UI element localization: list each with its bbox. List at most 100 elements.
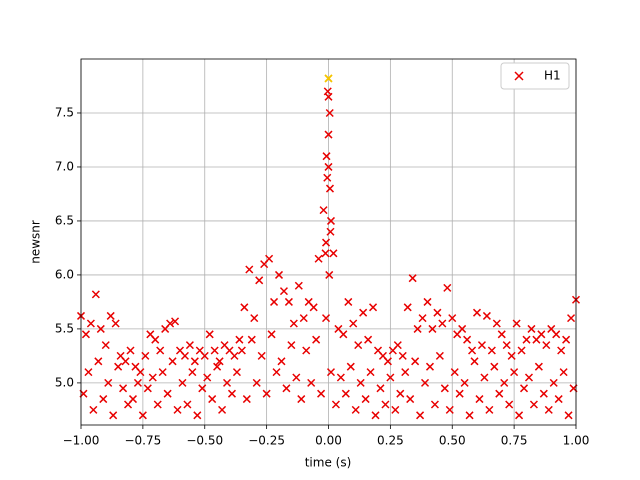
point xyxy=(552,330,561,339)
point xyxy=(200,351,209,360)
point xyxy=(376,384,385,393)
point xyxy=(336,373,345,382)
point xyxy=(502,341,511,350)
point xyxy=(420,378,430,387)
point xyxy=(277,357,286,366)
legend-marker xyxy=(514,71,524,81)
point xyxy=(465,411,474,420)
point xyxy=(527,324,536,333)
x-tick-label: 0.25 xyxy=(377,434,404,448)
point xyxy=(510,368,519,377)
point xyxy=(331,400,340,409)
point xyxy=(91,290,100,299)
point xyxy=(416,411,425,420)
point xyxy=(106,311,115,320)
point xyxy=(250,314,259,323)
point xyxy=(173,405,182,414)
point xyxy=(480,373,489,382)
point xyxy=(309,303,318,312)
point xyxy=(89,405,98,414)
point xyxy=(324,162,333,171)
point xyxy=(500,378,509,387)
point xyxy=(361,395,370,404)
point xyxy=(321,249,330,258)
point xyxy=(492,319,501,328)
legend-label: H1 xyxy=(544,69,561,83)
highlight-point xyxy=(324,74,333,83)
point xyxy=(247,335,256,344)
point xyxy=(381,400,390,409)
point xyxy=(325,270,334,279)
point xyxy=(158,368,167,377)
point xyxy=(428,324,437,333)
point xyxy=(391,405,400,414)
point xyxy=(193,411,202,420)
point xyxy=(101,341,110,350)
point xyxy=(245,265,254,274)
y-tick-label: 5.5 xyxy=(55,321,74,335)
point xyxy=(359,308,368,317)
point xyxy=(557,346,566,355)
point xyxy=(81,330,90,339)
point xyxy=(208,395,217,404)
point xyxy=(279,287,288,296)
point xyxy=(344,297,353,306)
point xyxy=(529,400,538,409)
point xyxy=(460,378,469,387)
point xyxy=(326,227,335,236)
point xyxy=(354,341,363,350)
x-tick-label: 0.00 xyxy=(315,434,342,448)
point xyxy=(567,314,576,323)
point xyxy=(386,373,395,382)
point xyxy=(114,362,123,371)
y-tick-label: 5.0 xyxy=(55,375,74,389)
point xyxy=(408,274,417,283)
x-tick-label: 0.50 xyxy=(439,434,466,448)
point xyxy=(185,341,194,350)
point xyxy=(515,411,524,420)
point xyxy=(537,330,546,339)
point xyxy=(564,411,573,420)
point xyxy=(262,389,271,398)
point xyxy=(312,335,321,344)
point xyxy=(475,395,484,404)
point xyxy=(524,373,534,382)
point xyxy=(151,335,160,344)
point xyxy=(371,411,380,420)
point xyxy=(562,335,571,344)
point xyxy=(180,351,189,360)
x-tick-label: 0.75 xyxy=(501,434,528,448)
point xyxy=(141,351,150,360)
point xyxy=(349,319,358,328)
point xyxy=(109,411,118,420)
point xyxy=(487,346,496,355)
point xyxy=(401,368,410,377)
point xyxy=(450,368,459,377)
point xyxy=(490,362,499,371)
point xyxy=(104,378,113,387)
point xyxy=(369,303,378,312)
point xyxy=(198,384,207,393)
point xyxy=(339,330,348,339)
point xyxy=(396,389,405,398)
y-tick-label: 7.0 xyxy=(55,159,74,173)
point xyxy=(156,346,165,355)
point xyxy=(341,389,350,398)
point xyxy=(324,130,333,139)
point xyxy=(274,270,284,279)
point xyxy=(237,346,246,355)
point xyxy=(252,378,261,387)
point xyxy=(413,324,422,333)
point xyxy=(554,395,563,404)
point xyxy=(364,335,373,344)
point xyxy=(215,357,224,366)
point xyxy=(425,362,435,371)
point xyxy=(485,405,494,414)
point xyxy=(470,357,479,366)
y-tick-label: 6.5 xyxy=(55,213,74,227)
point xyxy=(210,346,219,355)
point xyxy=(468,346,477,355)
point xyxy=(418,314,427,323)
point xyxy=(317,389,326,398)
